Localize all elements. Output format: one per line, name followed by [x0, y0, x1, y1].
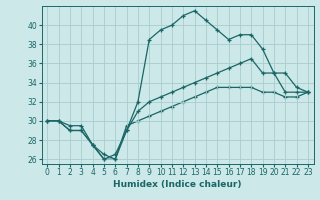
X-axis label: Humidex (Indice chaleur): Humidex (Indice chaleur)	[113, 180, 242, 189]
